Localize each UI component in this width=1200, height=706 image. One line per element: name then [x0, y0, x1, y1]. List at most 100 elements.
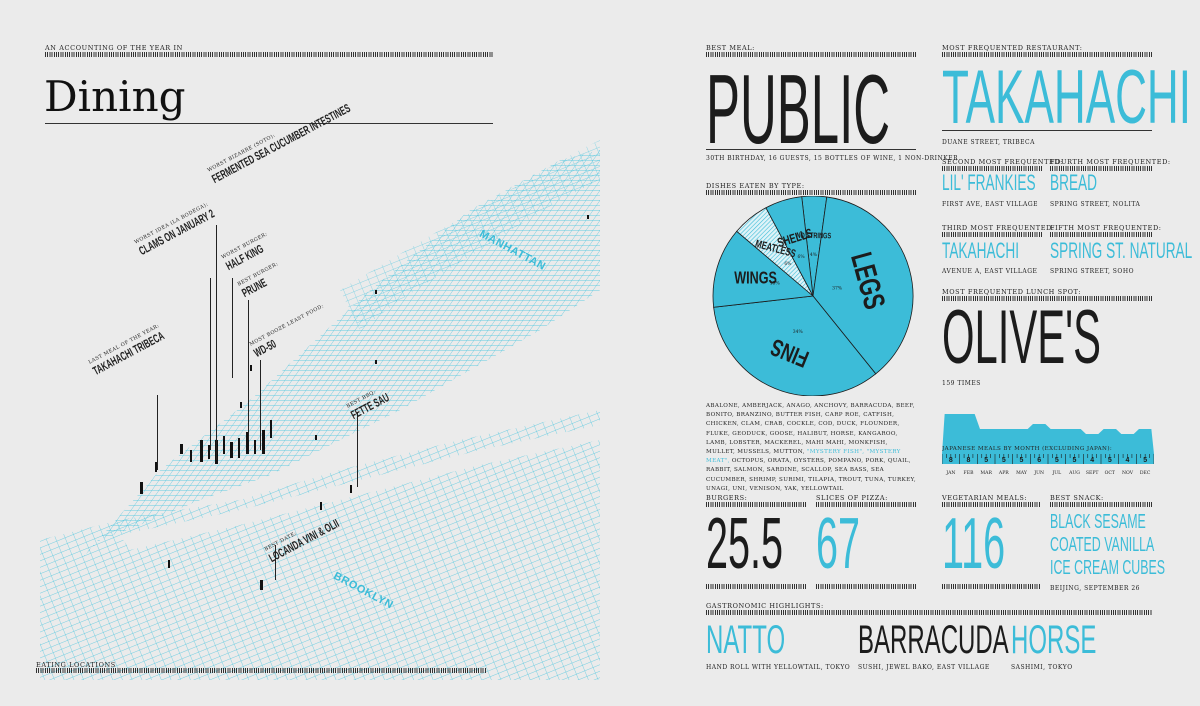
title-rule — [45, 123, 493, 124]
veg-value: 116 — [942, 504, 1006, 584]
value-label: 5 — [1143, 457, 1147, 464]
month-label: DEC — [1140, 470, 1151, 476]
pie-slice-wings — [712, 230, 814, 308]
top-rule — [45, 52, 493, 57]
second-caption: FIRST AVE, EAST VILLAGE — [942, 201, 1039, 208]
month-label: JUN — [1033, 470, 1044, 476]
pin-line — [210, 278, 211, 450]
highlights-label: GASTRONOMIC HIGHLIGHTS: — [706, 602, 824, 610]
value-label: 5 — [1108, 457, 1112, 464]
rule — [942, 296, 1152, 301]
second-label: SECOND MOST FREQUENTED: — [942, 158, 1063, 166]
third-value: TAKAHACHI — [942, 238, 1020, 263]
veg-label: VEGETARIAN MEALS: — [942, 494, 1028, 502]
pin-line — [248, 300, 249, 440]
pin-line — [157, 395, 158, 470]
pin-line — [260, 360, 261, 450]
fifth-label: FIFTH MOST FREQUENTED: — [1050, 224, 1162, 232]
rule — [942, 52, 1152, 57]
pie-slices — [712, 196, 914, 396]
snack-line: ICE CREAM CUBES — [1050, 557, 1166, 579]
restaurant-caption: DUANE STREET, TRIBECA — [942, 139, 1035, 146]
pin-line — [357, 412, 358, 487]
area-series — [942, 414, 1154, 454]
month-label: JUL — [1051, 470, 1061, 476]
highlight-natto: NATTO — [706, 618, 786, 662]
burgers-value: 25.5 — [706, 504, 784, 584]
dish-list-text: ABALONE, AMBERJACK, ANAGO, ANCHOVY, BARR… — [706, 403, 915, 456]
value-label: 6 — [1037, 457, 1041, 464]
footer-rule — [36, 668, 486, 673]
fourth-caption: SPRING STREET, NOLITA — [1050, 201, 1141, 208]
fifth-caption: SPRING STREET, SOHO — [1050, 268, 1134, 275]
rule — [816, 584, 916, 589]
highlight-natto-caption: HAND ROLL WITH YELLOWTAIL, TOKYO — [706, 664, 851, 671]
rule — [942, 166, 1042, 171]
pie-slice-legs — [812, 196, 914, 375]
restaurant-label: MOST FREQUENTED RESTAURANT: — [942, 44, 1083, 52]
pizza-value: 67 — [816, 504, 861, 584]
second-value: LIL' FRANKIES — [942, 170, 1036, 195]
fifth-value: SPRING ST. NATURAL — [1050, 238, 1193, 263]
month-label: MAY — [1016, 470, 1028, 476]
best-meal-label: BEST MEAL: — [706, 44, 755, 52]
pizza-label: SLICES OF PIZZA: — [816, 494, 888, 502]
value-label: 5 — [984, 457, 988, 464]
snack-line: BLACK SESAME — [1050, 511, 1146, 533]
month-label: APR — [998, 470, 1009, 476]
snack-caption: BEIJING, SEPTEMBER 26 — [1050, 585, 1140, 592]
rule — [1050, 166, 1152, 171]
third-caption: AVENUE A, EAST VILLAGE — [942, 268, 1038, 275]
dish-list-highlight: "MYSTERY FISH", "MYSTERY MEAT", — [706, 449, 901, 465]
fourth-label: FOURTH MOST FREQUENTED: — [1050, 158, 1171, 166]
month-label: FEB — [964, 470, 975, 476]
month-labels: JAN FEB MAR APR MAY JUN JUL AUG SEPT OCT NOV DEC — [945, 470, 1151, 476]
pie-slice-shells — [765, 196, 814, 297]
month-label: SEPT — [1086, 470, 1100, 476]
snack-label: BEST SNACK: — [1050, 494, 1104, 502]
rule — [942, 130, 1152, 131]
pie-pct-label: 13% — [770, 280, 781, 286]
rule — [706, 149, 916, 150]
value-label: 8 — [949, 457, 953, 464]
rule — [1050, 502, 1152, 507]
month-ticks — [942, 454, 1154, 464]
restaurant-value: TAKAHACHI — [942, 55, 1192, 140]
pie-slice-fins — [713, 295, 877, 396]
pin-line — [216, 225, 217, 460]
rule — [706, 502, 806, 507]
rule — [1050, 232, 1152, 237]
pie-label-no-strings: NO STRINGS — [796, 232, 831, 241]
lunch-value: OLIVE'S — [942, 295, 1102, 380]
page-title: Dining — [44, 72, 186, 121]
lunch-caption: 159 TIMES — [942, 380, 981, 387]
value-labels: 8 8 5 5 5 6 5 5 4 5 4 5 — [949, 457, 1147, 464]
best-meal-caption: 30TH BIRTHDAY, 16 GUESTS, 15 BOTTLES OF … — [706, 155, 959, 162]
value-label: 4 — [1126, 457, 1130, 464]
upper-landmass — [340, 140, 600, 330]
dish-list: ABALONE, AMBERJACK, ANAGO, ANCHOVY, BARR… — [706, 402, 916, 494]
pie-pct-label: 37% — [832, 285, 843, 291]
third-label: THIRD MOST FREQUENTED: — [942, 224, 1055, 232]
month-label: JAN — [945, 470, 955, 476]
value-label: 8 — [967, 457, 971, 464]
pie-pct-label: 6% — [784, 261, 792, 267]
brooklyn-landmass — [40, 410, 600, 680]
dish-list-text: OCTOPUS, ORATA, OYSTERS, POMPANO, PORK, … — [706, 458, 917, 492]
rule — [706, 584, 806, 589]
rule — [816, 502, 916, 507]
rule — [942, 584, 1040, 589]
value-label: 5 — [1002, 457, 1006, 464]
rule — [942, 232, 1042, 237]
highlight-barracuda-caption: SUSHI, JEWEL BAKO, EAST VILLAGE — [858, 664, 990, 671]
pin-line — [275, 545, 276, 580]
highlight-barracuda: BARRACUDA — [858, 618, 1009, 662]
kicker: AN ACCOUNTING OF THE YEAR IN — [45, 44, 183, 52]
pie-pct-label: 34% — [793, 329, 804, 335]
pie-pct-label: 4% — [810, 252, 818, 258]
month-label: NOV — [1122, 470, 1134, 476]
burgers-label: BURGERS: — [706, 494, 748, 502]
footer-label: EATING LOCATIONS — [36, 661, 116, 669]
best-meal-value: PUBLIC — [706, 54, 891, 164]
